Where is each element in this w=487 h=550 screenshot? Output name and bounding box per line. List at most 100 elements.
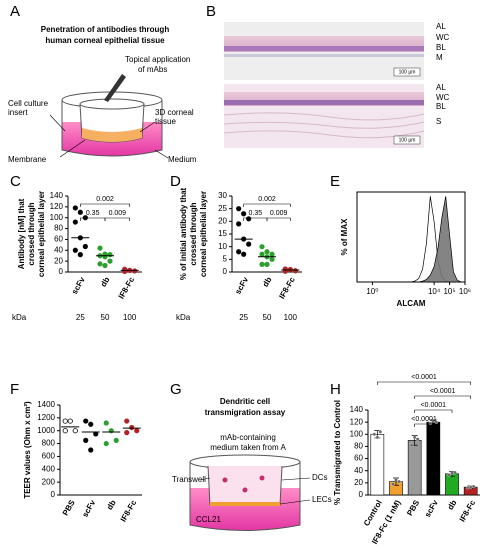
kda-value: 50: [101, 313, 110, 322]
y-tick-label: 600: [42, 452, 56, 461]
y-tick-label: 40: [54, 245, 63, 254]
data-point: [236, 206, 242, 212]
panel-letter: A: [10, 3, 20, 20]
x-tick-label: scFv: [70, 275, 87, 296]
data-point: [67, 418, 73, 424]
data-point: [97, 261, 103, 267]
panel-letter: E: [330, 173, 340, 190]
data-point: [107, 258, 113, 264]
x-tick-label: IF8-Fc: [119, 498, 139, 523]
p-value: 0.35: [86, 210, 100, 217]
x-tick-label: IF8-Fc: [277, 275, 297, 300]
y-tick-label: 40: [354, 466, 363, 475]
kda-value: 100: [123, 313, 137, 322]
y-tick-label: 200: [42, 477, 56, 486]
data-point: [434, 420, 439, 424]
data-point: [259, 261, 265, 267]
kda-value: 25: [76, 313, 85, 322]
kda-value: 25: [239, 313, 248, 322]
y-axis-label: % Transmigrated to Control: [333, 400, 342, 505]
data-point: [88, 447, 94, 453]
bar: [426, 421, 441, 496]
x-tick-label: 10⁴: [428, 287, 441, 296]
histology-image: [223, 22, 425, 148]
data-point: [83, 437, 89, 443]
x-tick-label: 10⁰: [366, 287, 378, 296]
p-value: 0.35: [249, 210, 263, 217]
y-tick-label: 120: [50, 202, 64, 211]
x-tick-label: db: [105, 498, 118, 511]
y-tick-label: 60: [54, 235, 63, 244]
label: mAb-containing: [220, 433, 276, 442]
label: Transwell: [172, 475, 206, 484]
y-tick-label: 20: [218, 216, 227, 225]
y-axis-label: corneal epithelial layer: [37, 191, 46, 277]
data-point: [415, 437, 420, 441]
label: tissue: [155, 117, 176, 126]
x-tick-label: PBS: [61, 498, 77, 517]
panel-letter: F: [10, 381, 19, 398]
x-axis-label: ALCAM: [397, 299, 426, 308]
y-tick-label: 100: [350, 429, 364, 438]
data-point: [264, 261, 270, 267]
data-point: [72, 247, 78, 253]
y-tick-label: 80: [54, 224, 63, 233]
x-tick-label: scFv: [233, 275, 250, 296]
data-point: [409, 443, 414, 447]
data-point: [82, 243, 88, 250]
kda-label: kDa: [12, 313, 27, 322]
bracket: [80, 203, 130, 207]
data-point: [269, 251, 275, 257]
data-point: [103, 420, 109, 426]
data-point: [88, 421, 94, 427]
bracket: [104, 217, 130, 221]
data-point: [134, 428, 140, 434]
data-point: [292, 268, 298, 274]
data-point: [102, 262, 108, 269]
x-tick-label: scFv: [80, 498, 97, 519]
data-point: [97, 245, 103, 251]
y-tick-label: 400: [42, 464, 56, 473]
x-tick-label: PBS: [405, 498, 421, 517]
data-point: [453, 470, 457, 475]
y-tick-label: 1000: [37, 426, 55, 435]
label: insert: [8, 108, 28, 117]
data-point: [72, 428, 78, 434]
data-point: [77, 209, 83, 215]
x-tick-label: db: [446, 498, 459, 511]
y-tick-label: 140: [350, 405, 364, 414]
data-point: [62, 428, 68, 434]
y-axis-label: Antibody [nM] that: [17, 198, 26, 269]
label: LECs: [312, 495, 332, 504]
bar: [445, 473, 459, 496]
data-point: [450, 471, 454, 475]
y-tick-label: 15: [218, 229, 227, 238]
data-point: [391, 482, 395, 486]
y-tick-label: 25: [218, 204, 227, 213]
bar: [370, 433, 385, 496]
y-tick-label: 1400: [37, 400, 55, 409]
data-point: [62, 418, 68, 424]
data-point: [259, 244, 265, 250]
panel-letter: H: [330, 381, 341, 398]
kda-value: 100: [284, 313, 298, 322]
bracket: [243, 203, 291, 207]
data-point: [72, 205, 78, 211]
label: Membrane: [8, 155, 47, 164]
data-point: [259, 251, 265, 257]
y-tick-label: 10: [218, 242, 227, 251]
data-point: [241, 211, 247, 217]
data-point: [241, 251, 247, 257]
panel-title: human corneal epithelial tissue: [45, 36, 165, 45]
panel-letter: G: [170, 381, 182, 398]
data-point: [129, 424, 135, 431]
data-point: [124, 418, 130, 424]
insert-diagram: [49, 74, 169, 159]
y-tick-label: 20: [354, 478, 363, 487]
y-axis-label: % of MAX: [340, 218, 349, 256]
y-tick-label: 100: [50, 213, 64, 222]
bar: [407, 440, 422, 496]
p-value: <0.0001: [411, 374, 437, 381]
panel-title: transmigration assay: [205, 408, 286, 417]
